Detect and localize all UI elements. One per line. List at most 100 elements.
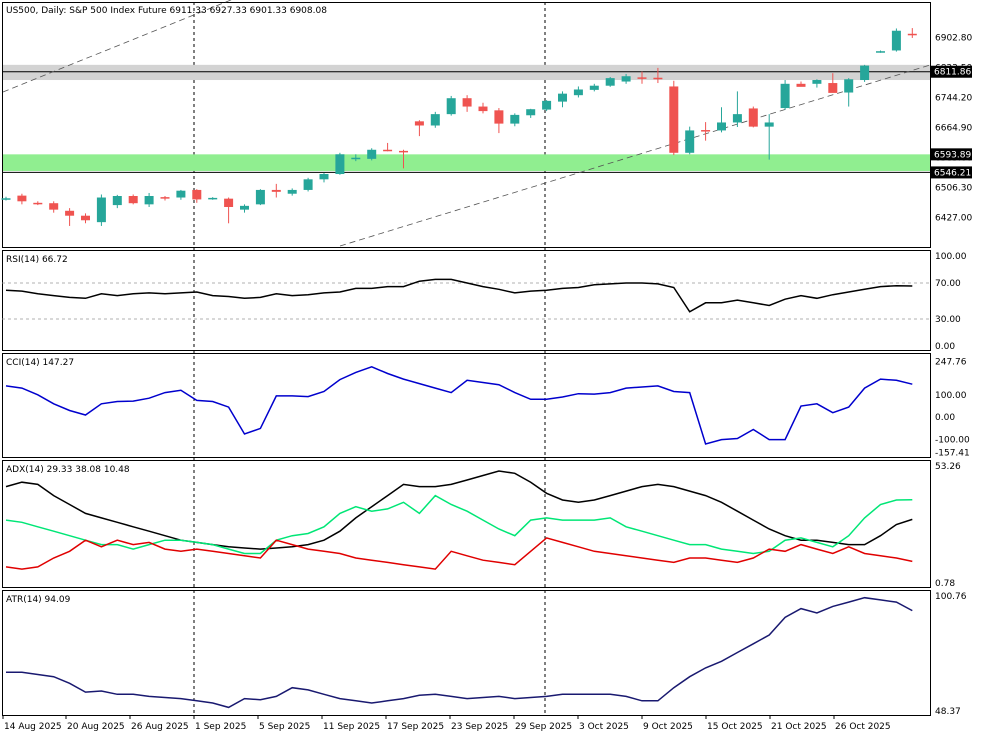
cci-panel[interactable]: 247.76 100.00 0.00 -100.00 -157.41 CCI(14) 14… (5, 358, 970, 459)
candle (589, 83, 599, 92)
candle-body (255, 189, 265, 205)
candle-body (271, 189, 281, 192)
candle-body (542, 100, 552, 110)
rsi-series-line (5, 278, 913, 313)
price-frame (2, 2, 931, 248)
candle (255, 189, 265, 206)
price-zone-gray (3, 64, 930, 81)
candle (605, 76, 615, 87)
candle-body (81, 215, 90, 221)
atr-panel[interactable]: 100.76 48.37 ATR(14) 94.09 (6, 592, 967, 717)
candle (224, 197, 234, 224)
candle-body (192, 189, 202, 200)
candle-body (144, 196, 154, 205)
header-description: S&P 500 (69, 6, 107, 16)
candle (764, 114, 774, 160)
cci-frame (2, 353, 931, 458)
candle (494, 108, 504, 134)
x-tick-label: 23 Sep 2025 (451, 722, 508, 732)
cci-tick-label: 100.00 (935, 391, 967, 401)
candle (430, 111, 440, 128)
candle-body (96, 197, 106, 223)
x-tick-label: 26 Aug 2025 (131, 722, 189, 732)
adx-series-line (5, 537, 913, 570)
candle (701, 122, 711, 141)
candle (907, 28, 917, 38)
candle-body (748, 108, 758, 127)
atr-title: ATR(14) 94.09 (6, 595, 71, 605)
candle (462, 95, 472, 112)
candle-body (33, 202, 43, 205)
candle (81, 213, 90, 224)
candle (65, 208, 75, 226)
candle (478, 102, 488, 114)
candle-body (176, 190, 186, 198)
level-label: 6546.21 (934, 168, 971, 178)
candle-body (685, 130, 695, 153)
candle (796, 81, 806, 87)
candle-body (319, 174, 329, 180)
price-panel[interactable]: 6902.806823.506744.206664.906585.606506.… (1, 0, 973, 247)
candle-body (717, 122, 726, 131)
x-tick-label: 11 Sep 2025 (323, 722, 380, 732)
cci-tick-label: 247.76 (935, 358, 967, 368)
x-tick-label: 1 Sep 2025 (195, 722, 246, 732)
candle (446, 95, 456, 116)
price-tick-label: 6664.90 (935, 123, 972, 133)
candle (49, 201, 59, 213)
atr-tick-label: 100.76 (935, 592, 967, 602)
price-zone-green (3, 154, 930, 171)
candle-body (446, 98, 456, 115)
candle (621, 73, 631, 84)
candle-body (891, 30, 901, 51)
candle (351, 154, 361, 162)
candle (33, 201, 43, 206)
candle-body (224, 198, 234, 207)
candle-body (621, 76, 631, 82)
adx-series-line (5, 494, 913, 555)
candle (176, 189, 186, 200)
adx-tick-label: 53.26 (935, 462, 961, 472)
price-tick-label: 6506.30 (935, 184, 972, 194)
candle-body (335, 154, 345, 175)
candle-body (796, 83, 806, 87)
x-tick-label: 5 Sep 2025 (259, 722, 310, 732)
candle (573, 86, 583, 98)
candle (891, 28, 901, 52)
candle (812, 79, 822, 88)
candle (860, 64, 870, 82)
adx-title: ADX(14) 29.33 38.08 10.48 (6, 465, 130, 475)
price-tick-label: 6427.00 (935, 214, 972, 224)
candle-body (828, 83, 838, 93)
adx-panel[interactable]: 53.26 0.78 ADX(14) 29.33 38.08 10.48 (5, 462, 961, 589)
rsi-tick-label: 30.00 (935, 315, 961, 325)
candle (1, 196, 11, 201)
candle-body (812, 80, 822, 84)
candle (367, 148, 377, 161)
candle-body (287, 189, 297, 194)
candle (399, 149, 408, 169)
candle-body (558, 93, 567, 102)
header-ohlc: 6911.33 6927.33 6901.33 6908.08 (170, 6, 328, 16)
rsi-panel[interactable]: 100.00 70.00 30.00 0.00 RSI(14) 66.72 (2, 252, 967, 352)
cci-title: CCI(14) 147.27 (6, 358, 74, 368)
candle-body (383, 149, 393, 152)
level-label: 6593.89 (934, 150, 971, 160)
candle (335, 152, 345, 175)
header-instrument: Index Future (110, 6, 167, 16)
x-axis: 14 Aug 2025 20 Aug 2025 26 Aug 2025 1 Sep 2… (2, 715, 891, 732)
level-label-box (931, 166, 972, 179)
candle (828, 73, 838, 93)
candle (637, 71, 647, 84)
rsi-tick-label: 0.00 (935, 342, 955, 352)
candle-body (414, 121, 424, 126)
candle (271, 183, 281, 198)
trend-line-upper (2, 0, 232, 93)
candle (128, 194, 138, 205)
trend-line-lower (339, 64, 931, 247)
candle-body (732, 114, 742, 123)
candle-body (589, 85, 599, 90)
candle (542, 100, 552, 112)
candle (112, 194, 122, 209)
